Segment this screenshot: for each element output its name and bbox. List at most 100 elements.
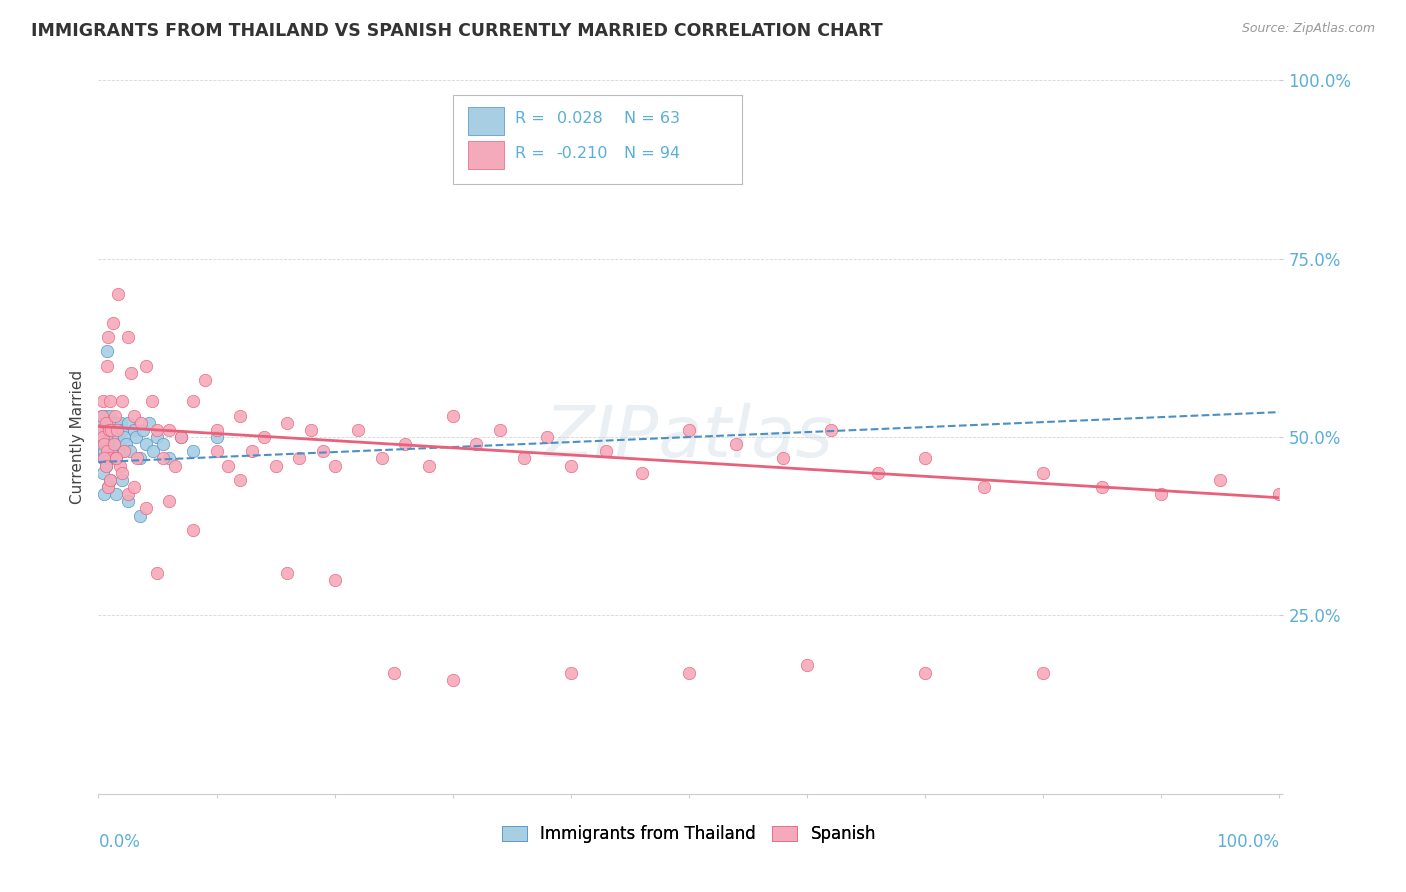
Point bbox=[91, 430, 114, 444]
Point bbox=[165, 458, 187, 473]
Text: R =: R = bbox=[516, 111, 550, 126]
Point bbox=[91, 416, 114, 430]
Point bbox=[93, 451, 115, 466]
Point bbox=[107, 287, 129, 301]
Point bbox=[93, 430, 115, 444]
Point bbox=[914, 451, 936, 466]
Point bbox=[94, 458, 117, 473]
Point bbox=[205, 444, 228, 458]
Text: 100.0%: 100.0% bbox=[1216, 833, 1279, 851]
Point bbox=[820, 423, 842, 437]
Point bbox=[170, 430, 193, 444]
Point bbox=[112, 444, 135, 458]
Point bbox=[94, 458, 117, 473]
Point bbox=[725, 437, 748, 451]
Point bbox=[93, 444, 115, 458]
Text: 0.028: 0.028 bbox=[557, 111, 602, 126]
Point bbox=[94, 451, 117, 466]
Point bbox=[560, 458, 582, 473]
Point bbox=[1032, 665, 1054, 680]
Point bbox=[678, 423, 700, 437]
Point bbox=[122, 423, 145, 437]
Point bbox=[97, 330, 120, 344]
Point bbox=[108, 437, 131, 451]
Point bbox=[114, 437, 136, 451]
Point bbox=[96, 344, 118, 359]
Point bbox=[122, 409, 145, 423]
Point bbox=[128, 451, 150, 466]
Point bbox=[111, 423, 134, 437]
Point bbox=[138, 416, 160, 430]
Point bbox=[100, 423, 122, 437]
Point bbox=[104, 444, 127, 458]
Point bbox=[125, 430, 148, 444]
Point bbox=[91, 409, 114, 423]
Y-axis label: Currently Married: Currently Married bbox=[69, 370, 84, 504]
Point bbox=[157, 451, 180, 466]
Bar bbox=[468, 141, 503, 169]
Point bbox=[312, 444, 335, 458]
Point bbox=[93, 487, 115, 501]
Point bbox=[146, 566, 169, 580]
Point bbox=[90, 423, 112, 437]
Point bbox=[96, 437, 118, 451]
Point bbox=[135, 359, 157, 373]
Text: Source: ZipAtlas.com: Source: ZipAtlas.com bbox=[1241, 22, 1375, 36]
Point bbox=[94, 409, 117, 423]
Point bbox=[418, 458, 440, 473]
Point bbox=[630, 466, 652, 480]
Point bbox=[91, 466, 114, 480]
Point bbox=[299, 423, 322, 437]
Point bbox=[288, 451, 311, 466]
Point bbox=[96, 444, 118, 458]
Point bbox=[117, 487, 139, 501]
Point bbox=[181, 394, 204, 409]
Point bbox=[97, 416, 120, 430]
Point bbox=[914, 665, 936, 680]
Point bbox=[107, 430, 129, 444]
Point bbox=[98, 473, 121, 487]
Point bbox=[103, 437, 125, 451]
Point bbox=[101, 437, 124, 451]
Point bbox=[1268, 487, 1291, 501]
Point bbox=[1209, 473, 1232, 487]
Point bbox=[146, 423, 169, 437]
Point bbox=[536, 430, 558, 444]
Point bbox=[135, 501, 157, 516]
Point bbox=[105, 416, 128, 430]
Point bbox=[796, 658, 818, 673]
Text: -0.210: -0.210 bbox=[557, 146, 609, 161]
Point bbox=[347, 423, 370, 437]
Point bbox=[276, 566, 298, 580]
Point bbox=[170, 430, 193, 444]
Point bbox=[595, 444, 617, 458]
FancyBboxPatch shape bbox=[453, 95, 742, 184]
Point bbox=[394, 437, 416, 451]
Point bbox=[110, 416, 132, 430]
Point bbox=[101, 316, 124, 330]
Point bbox=[105, 423, 128, 437]
Point bbox=[104, 409, 127, 423]
Point bbox=[97, 480, 120, 494]
Point bbox=[323, 458, 346, 473]
Point bbox=[90, 444, 112, 458]
Point bbox=[94, 423, 117, 437]
Text: ZIPatlas: ZIPatlas bbox=[544, 402, 834, 472]
Point bbox=[152, 451, 174, 466]
Point bbox=[117, 330, 139, 344]
Point bbox=[90, 416, 112, 430]
Point bbox=[97, 480, 120, 494]
Bar bbox=[468, 107, 503, 136]
Point bbox=[101, 423, 124, 437]
Point bbox=[94, 416, 117, 430]
Point bbox=[194, 373, 217, 387]
Point bbox=[205, 423, 228, 437]
Point bbox=[98, 473, 121, 487]
Point bbox=[264, 458, 287, 473]
Point bbox=[111, 394, 134, 409]
Point bbox=[98, 423, 121, 437]
Point bbox=[98, 430, 121, 444]
Point bbox=[465, 437, 488, 451]
Point bbox=[111, 466, 134, 480]
Point bbox=[89, 430, 111, 444]
